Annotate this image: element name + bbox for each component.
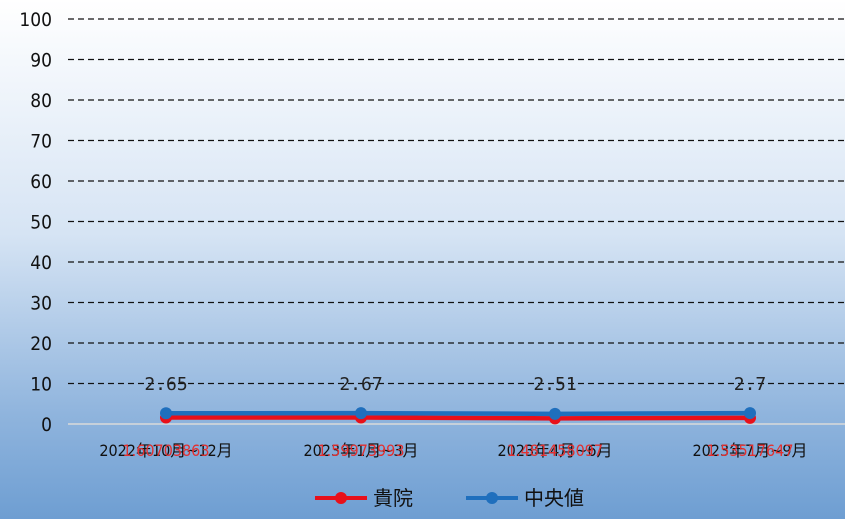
legend-label: 貴院 — [373, 486, 413, 510]
data-label: 1.59973993 — [318, 441, 405, 460]
y-tick-label: 60 — [30, 171, 52, 193]
y-tick-label: 30 — [30, 293, 52, 315]
data-point — [549, 407, 561, 420]
x-tick-label: 2023年1月~3月 — [303, 441, 418, 460]
series-line-median — [165, 410, 751, 417]
y-tick-label: 50 — [30, 212, 52, 234]
data-label: 2.65 — [144, 374, 187, 395]
x-tick-label: 2022年10月~12月 — [99, 441, 232, 460]
legend-swatch-marker — [486, 492, 498, 504]
legend-label: 中央値 — [524, 486, 584, 510]
y-tick-label: 90 — [30, 50, 52, 72]
y-tick-label: 10 — [30, 374, 52, 396]
x-tick-label: 2023年7月~9月 — [692, 441, 807, 460]
y-tick-label: 80 — [30, 90, 52, 112]
data-label: 2.51 — [533, 374, 576, 395]
data-point — [355, 407, 367, 420]
legend-swatch-marker — [335, 492, 347, 504]
data-label: 2.7 — [734, 374, 767, 395]
y-tick-label: 70 — [30, 131, 52, 153]
data-label: 1.481458097 — [507, 441, 603, 460]
series-line-own — [166, 415, 751, 421]
y-tick-label: 40 — [30, 252, 52, 274]
y-tick-label: 100 — [19, 9, 52, 31]
y-tick-label: 20 — [30, 333, 52, 355]
data-label: 1.53517647 — [707, 441, 794, 460]
x-tick-label: 2023年4月~6月 — [497, 441, 612, 460]
data-label: 1.60703863 — [123, 441, 210, 460]
data-point — [160, 407, 172, 420]
y-tick-label: 0 — [41, 414, 52, 436]
data-point — [744, 407, 756, 420]
data-label: 2.67 — [339, 374, 382, 395]
